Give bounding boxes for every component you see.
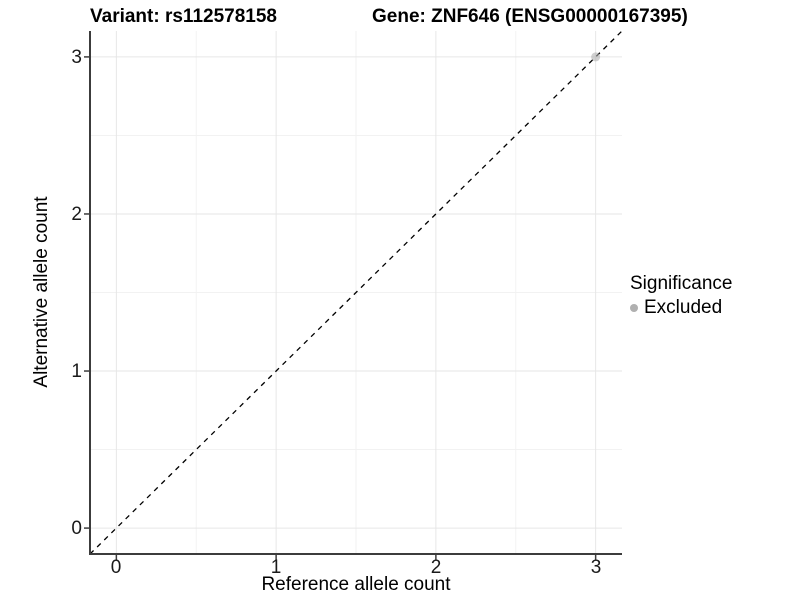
x-tick-label: 1 [270,557,282,578]
y-tick-label: 2 [71,204,82,225]
x-axis-title: Reference allele count [261,574,451,595]
y-tick-label: 0 [71,518,82,539]
legend-title: Significance [630,273,733,294]
data-point-excluded [591,52,601,62]
gene-title: Gene: ZNF646 (ENSG00000167395) [372,6,688,27]
x-tick-label: 0 [110,557,122,578]
legend: Significance Excluded [630,273,732,319]
y-tick-label: 3 [71,47,82,68]
legend-item-label: Excluded [644,297,723,318]
legend-point-icon [630,304,638,312]
variant-title: Variant: rs112578158 [90,6,277,27]
x-tick-label: 2 [430,557,442,578]
y-axis-title: Alternative allele count [31,196,52,388]
x-tick-label: 3 [590,557,602,578]
y-tick-label: 1 [71,361,82,382]
legend-item-excluded: Excluded [630,297,732,319]
identity-dashed-line [89,30,623,555]
